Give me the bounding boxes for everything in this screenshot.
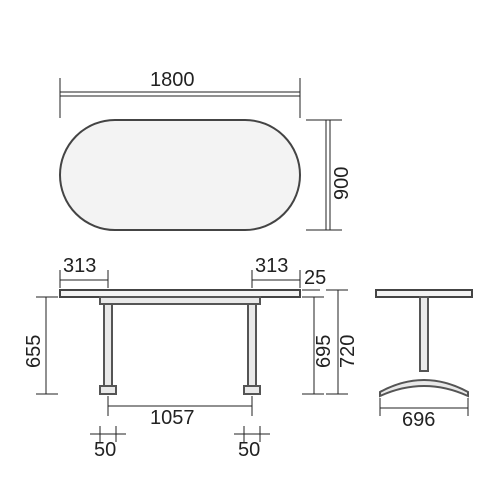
top-view: 1800 900 xyxy=(60,69,353,230)
dim-50-right-label: 50 xyxy=(238,439,260,461)
dim-655-label: 655 xyxy=(23,335,45,368)
dim-313-right-label: 313 xyxy=(255,255,288,277)
front-view: 313 313 25 655 695 xyxy=(23,255,359,461)
front-leg-right xyxy=(244,304,260,394)
front-apron xyxy=(100,297,260,304)
dim-depth-label: 900 xyxy=(331,167,353,200)
dim-313-left-label: 313 xyxy=(63,255,96,277)
dim-695: 695 xyxy=(302,297,335,394)
dim-695-label: 695 xyxy=(313,335,335,368)
dim-50-left-label: 50 xyxy=(94,439,116,461)
dim-313-right: 313 xyxy=(252,255,300,288)
dim-width: 1800 xyxy=(60,69,300,118)
front-leg-left xyxy=(100,304,116,394)
dim-width-label: 1800 xyxy=(150,69,195,91)
dim-25-label: 25 xyxy=(304,267,326,289)
dim-50-left: 50 xyxy=(90,426,126,461)
dim-655: 655 xyxy=(23,297,58,394)
dim-696: 696 xyxy=(380,398,468,431)
dim-50-right: 50 xyxy=(234,426,270,461)
dim-313-left: 313 xyxy=(60,255,108,288)
dim-depth: 900 xyxy=(306,120,353,230)
dim-696-label: 696 xyxy=(402,409,435,431)
dim-1057: 1057 xyxy=(108,396,252,429)
side-foot xyxy=(380,380,468,396)
side-tabletop xyxy=(376,290,472,297)
dim-25: 25 xyxy=(302,267,326,297)
tabletop-shape xyxy=(60,120,300,230)
side-column xyxy=(420,297,428,371)
side-view: 696 xyxy=(376,290,472,431)
front-tabletop xyxy=(60,290,300,297)
dim-1057-label: 1057 xyxy=(150,407,195,429)
dim-720-label: 720 xyxy=(337,335,359,368)
dimension-drawing: 1800 900 313 xyxy=(0,0,500,500)
